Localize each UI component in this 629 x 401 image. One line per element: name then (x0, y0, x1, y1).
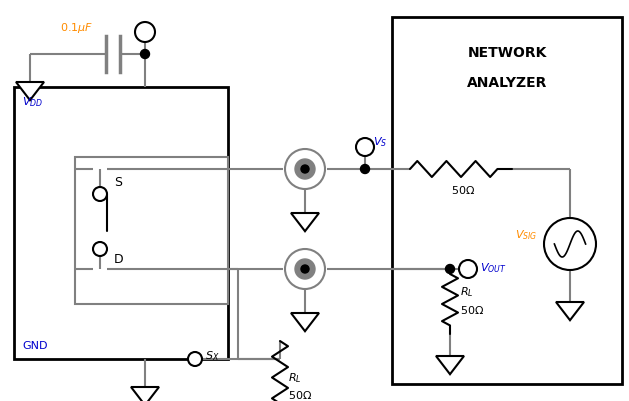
Circle shape (360, 165, 369, 174)
Circle shape (93, 242, 107, 256)
Bar (75, 158, 228, 304)
Circle shape (295, 160, 315, 180)
Text: NETWORK: NETWORK (467, 46, 547, 60)
Polygon shape (16, 83, 44, 101)
Text: D: D (114, 253, 124, 266)
Text: GND: GND (22, 340, 48, 350)
Bar (392, 18, 622, 384)
Circle shape (285, 150, 325, 190)
Text: $50\Omega$: $50\Omega$ (460, 303, 484, 315)
Text: $50\Omega$: $50\Omega$ (451, 184, 475, 196)
Text: ANALYZER: ANALYZER (467, 76, 547, 90)
Text: S: S (114, 176, 122, 189)
Circle shape (459, 260, 477, 278)
Text: $S_X$: $S_X$ (205, 348, 220, 362)
Text: $0.1\mu F$: $0.1\mu F$ (60, 21, 93, 35)
Circle shape (285, 249, 325, 289)
Circle shape (445, 265, 455, 274)
Circle shape (295, 259, 315, 279)
Text: $50\Omega$: $50\Omega$ (288, 388, 312, 400)
Circle shape (356, 139, 374, 157)
Circle shape (188, 352, 202, 366)
Text: $V_{DD}$: $V_{DD}$ (22, 95, 43, 109)
Circle shape (301, 265, 309, 273)
Polygon shape (556, 302, 584, 320)
Text: $V_{SIG}$: $V_{SIG}$ (515, 227, 537, 241)
Text: $V_S$: $V_S$ (373, 135, 387, 148)
Circle shape (135, 23, 155, 43)
Circle shape (93, 188, 107, 201)
Polygon shape (291, 213, 319, 232)
Circle shape (301, 166, 309, 174)
Polygon shape (436, 356, 464, 374)
Text: $R_L$: $R_L$ (288, 370, 301, 384)
Circle shape (544, 219, 596, 270)
Circle shape (140, 51, 150, 59)
Bar (14, 88, 228, 359)
Polygon shape (131, 387, 159, 401)
Polygon shape (291, 313, 319, 331)
Text: $R_L$: $R_L$ (460, 284, 474, 298)
Text: $V_{OUT}$: $V_{OUT}$ (480, 261, 507, 274)
